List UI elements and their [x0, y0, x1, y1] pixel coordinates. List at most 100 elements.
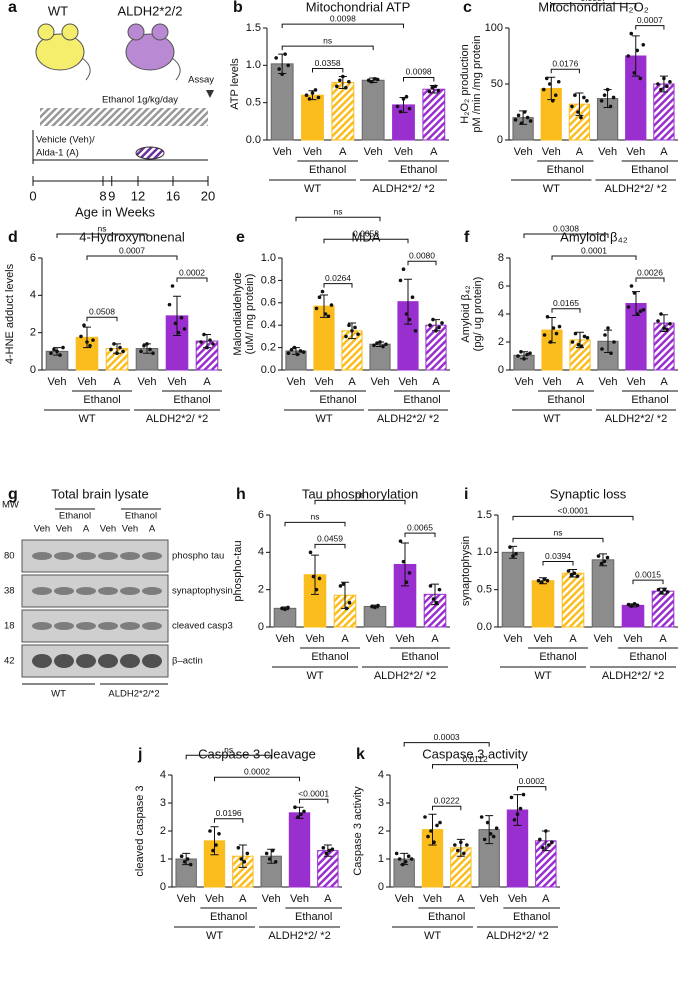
x-tick-label: A: [113, 376, 121, 388]
data-point: [406, 854, 411, 858]
y-tick-label: 2: [258, 584, 264, 596]
x-tick-label: Veh: [138, 376, 157, 388]
data-point: [626, 305, 631, 309]
data-point: [602, 559, 607, 564]
vehicle-label: Vehicle (Veh)/: [36, 135, 95, 146]
treatment-label: Ethanol: [83, 394, 120, 406]
treatment-label: Ethanol: [173, 394, 210, 406]
data-point: [576, 343, 581, 347]
data-point: [582, 334, 587, 339]
data-point: [429, 829, 433, 833]
data-point: [482, 837, 487, 842]
y-tick-label: 0.5: [246, 97, 261, 109]
data-point: [605, 87, 610, 92]
treatment-label: Ethanol: [59, 511, 91, 522]
significance-label: 0.0003: [434, 732, 460, 742]
bar: [561, 572, 585, 628]
blot-band: [98, 552, 118, 560]
data-point: [299, 812, 303, 816]
data-point: [401, 97, 406, 101]
data-point: [436, 88, 441, 93]
blot-band: [142, 654, 162, 668]
data-point: [485, 820, 490, 825]
significance-label: ns: [224, 744, 233, 754]
blot-band: [76, 654, 96, 668]
genotype-label: WT: [543, 413, 560, 425]
data-point: [286, 351, 291, 356]
data-point: [554, 331, 559, 336]
data-point: [324, 851, 329, 856]
data-point: [286, 63, 290, 68]
significance-label: 0.0196: [216, 808, 242, 818]
data-point: [557, 324, 562, 329]
y-tick-label: 2: [378, 825, 384, 837]
data-point: [217, 832, 221, 836]
data-point: [375, 77, 380, 82]
data-point: [338, 584, 343, 588]
data-point: [401, 267, 406, 272]
y-axis-label: Malondialdehyde: [232, 272, 244, 355]
data-point: [629, 31, 634, 36]
x-tick-label: Veh: [508, 893, 527, 905]
significance-label: ns: [554, 528, 563, 538]
significance-bracket: [512, 537, 604, 543]
data-point: [356, 332, 360, 336]
data-point: [626, 602, 631, 607]
data-point: [373, 605, 377, 610]
data-point: [528, 119, 533, 123]
bar: [273, 607, 297, 628]
x-tick-label: Veh: [205, 893, 224, 905]
data-point: [302, 809, 306, 814]
x-tick-label: Veh: [287, 376, 306, 388]
y-tick-label: 4: [378, 769, 384, 781]
data-point: [432, 840, 436, 844]
significance-label: ns: [98, 223, 107, 233]
lane-label: Veh: [122, 524, 138, 535]
data-point: [479, 815, 484, 819]
data-point: [401, 559, 406, 564]
significance-label: 0.0358: [315, 58, 341, 68]
data-point: [433, 84, 438, 89]
data-point: [398, 539, 403, 543]
x-tick-label: A: [660, 376, 668, 388]
y-tick-label: 100: [485, 22, 503, 34]
significance-bracket: [432, 805, 462, 811]
data-point: [313, 88, 318, 92]
treatment-label: Ethanol: [309, 164, 346, 176]
data-point: [321, 846, 326, 850]
mouse-body: [125, 33, 175, 71]
significance-label: 0.0065: [407, 522, 433, 532]
data-point: [605, 555, 610, 560]
treatment-label: Ethanol 1g/kg/day: [102, 95, 178, 106]
genotype-label: ALDH2*2/ *2: [374, 670, 436, 682]
y-tick-label: 0: [30, 364, 36, 376]
data-point: [570, 104, 574, 109]
significance-label: 0.0264: [325, 273, 351, 283]
y-axis-label: (uM/ mg protein): [244, 274, 256, 355]
x-tick-label: A: [542, 893, 550, 905]
error-bar: [401, 542, 409, 587]
treatment-label: Ethanol: [125, 511, 157, 522]
data-point: [656, 319, 660, 323]
data-point: [515, 812, 520, 816]
data-point: [539, 580, 544, 584]
significance-bracket: [632, 579, 664, 585]
significance-bracket: [403, 76, 435, 82]
y-tick-label: 8: [498, 252, 504, 264]
data-point: [375, 341, 379, 345]
data-point: [167, 302, 172, 307]
data-point: [632, 291, 637, 295]
bar: [301, 94, 324, 141]
data-point: [665, 327, 669, 332]
data-point: [323, 312, 328, 316]
data-point: [585, 99, 589, 103]
data-point: [85, 340, 89, 344]
y-tick-label: 1.0: [246, 59, 261, 71]
panel-letter: d: [8, 229, 18, 246]
data-point: [632, 71, 637, 75]
significance-bracket: [295, 216, 381, 222]
significance-bracket: [432, 764, 518, 769]
data-point: [317, 576, 322, 581]
x-tick-label: Veh: [262, 893, 281, 905]
